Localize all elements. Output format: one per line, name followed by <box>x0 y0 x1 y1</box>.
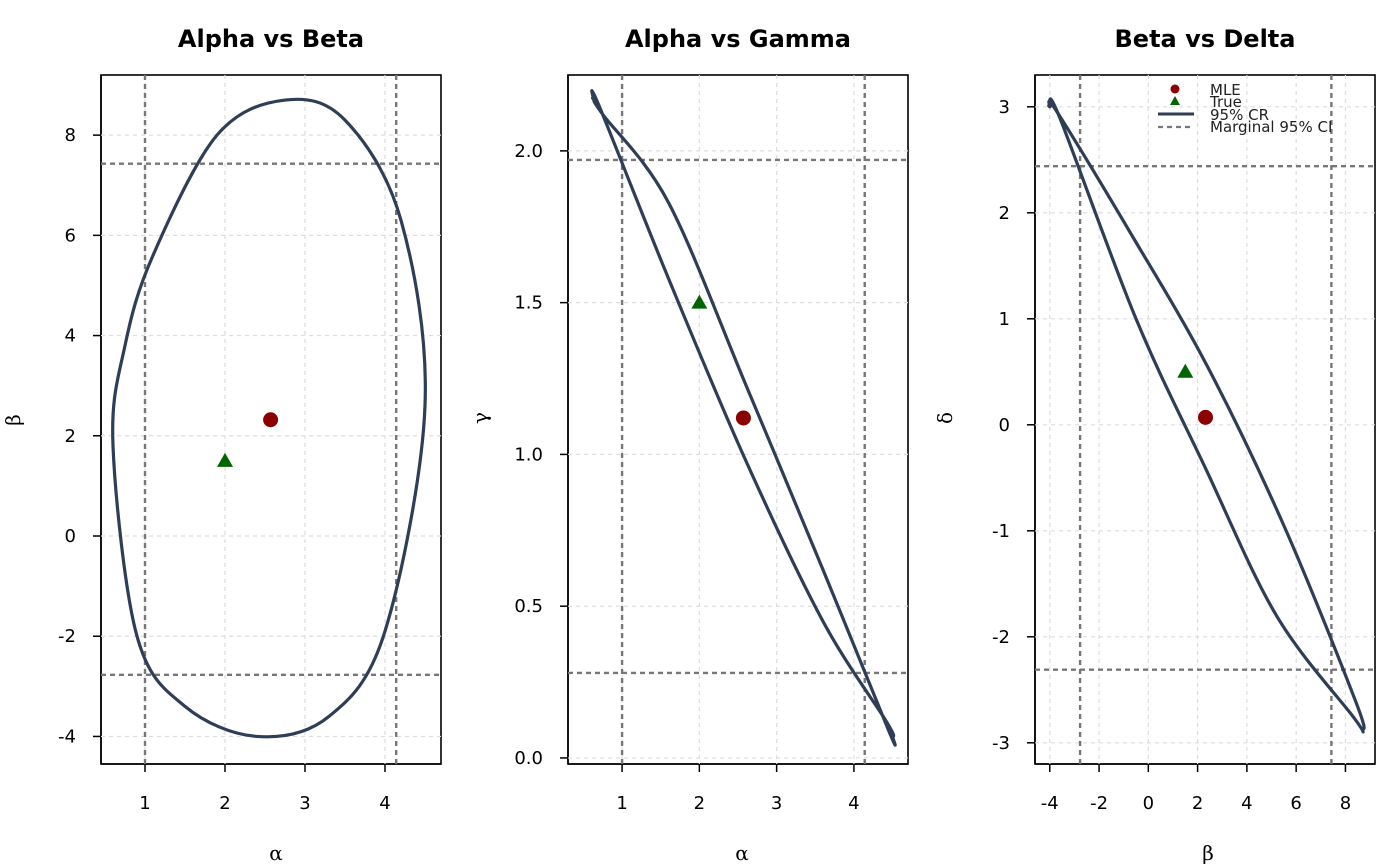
panel-beta-vs-delta: Beta vs Delta -4 -2 0 2 4 6 8 -3 -2 -1 0 1 2 3 β δ ML… <box>933 25 1376 865</box>
legend-true-marker <box>1170 96 1180 105</box>
y-tick-label: 0 <box>999 415 1010 436</box>
y-tick-label: 3 <box>999 97 1010 118</box>
legend-mle-label: MLE <box>1210 81 1241 99</box>
legend-true-label: True <box>1209 93 1242 111</box>
x-tick-label: 4 <box>379 793 390 814</box>
legend-mle-marker <box>1170 84 1180 94</box>
x-tick-label: 2 <box>694 793 705 814</box>
y-tick-label: -2 <box>58 626 76 647</box>
x-tick-label: 3 <box>299 793 310 814</box>
legend-cr-label: 95% CR <box>1210 106 1269 124</box>
x-tick-label: 6 <box>1290 793 1301 814</box>
true-point <box>1177 363 1194 378</box>
x-tick-label: -4 <box>1041 793 1059 814</box>
x-axis-label: α <box>269 841 283 865</box>
x-tick-label: 8 <box>1340 793 1351 814</box>
true-point <box>691 294 708 309</box>
x-axis-label: α <box>735 841 749 865</box>
y-axis-label: γ <box>468 412 492 424</box>
panel-title: Alpha vs Gamma <box>625 25 851 53</box>
confidence-region-ellipse <box>1047 97 1366 734</box>
axis-ticks: 1 2 3 4 -4 -2 0 2 4 6 8 <box>58 125 391 814</box>
x-tick-label: 1 <box>616 793 627 814</box>
mle-point <box>735 410 751 426</box>
y-axis-label: δ <box>933 412 957 424</box>
mle-point <box>1197 409 1213 425</box>
confidence-region-ellipse <box>111 97 427 739</box>
y-tick-label: 2 <box>999 203 1010 224</box>
axis-ticks: -4 -2 0 2 4 6 8 -3 -2 -1 0 1 2 3 <box>992 97 1351 814</box>
panel-title: Alpha vs Beta <box>178 25 364 53</box>
confidence-region-ellipse <box>590 88 897 747</box>
x-tick-label: 1 <box>139 793 150 814</box>
y-tick-label: 0.5 <box>514 596 543 617</box>
panel-alpha-vs-gamma: Alpha vs Gamma 1 2 3 4 0.0 0.5 1.0 1.5 2.0 α γ <box>468 25 909 865</box>
x-tick-label: 2 <box>1192 793 1203 814</box>
x-tick-label: 3 <box>771 793 782 814</box>
y-tick-label: 6 <box>65 225 76 246</box>
legend-ci-label: Marginal 95% CI <box>1210 118 1332 136</box>
panel-title: Beta vs Delta <box>1115 25 1296 53</box>
y-tick-label: 1.5 <box>514 293 543 314</box>
legend: MLE True 95% CR Marginal 95% CI <box>1158 81 1332 136</box>
x-tick-label: -2 <box>1090 793 1108 814</box>
y-tick-label: 4 <box>65 326 76 347</box>
panel-alpha-vs-beta: Alpha vs Beta 1 2 3 4 -4 -2 0 2 4 6 8 α β <box>1 25 442 865</box>
x-axis-label: β <box>1202 841 1214 865</box>
y-tick-label: -2 <box>992 627 1010 648</box>
y-tick-label: 1.0 <box>514 444 543 465</box>
x-tick-label: 4 <box>848 793 859 814</box>
y-tick-label: -3 <box>992 733 1010 754</box>
y-tick-label: -4 <box>58 726 76 747</box>
x-tick-label: 2 <box>219 793 230 814</box>
grid <box>1035 75 1375 764</box>
marginal-ci-lines <box>101 75 441 764</box>
mle-point <box>263 412 279 428</box>
y-axis-label: β <box>1 414 25 426</box>
x-tick-label: 4 <box>1241 793 1252 814</box>
y-tick-label: 2.0 <box>514 141 543 162</box>
axis-ticks: 1 2 3 4 0.0 0.5 1.0 1.5 2.0 <box>514 141 859 814</box>
y-tick-label: 0 <box>65 526 76 547</box>
y-tick-label: -1 <box>992 521 1010 542</box>
y-tick-label: 8 <box>65 125 76 146</box>
y-tick-label: 1 <box>999 309 1010 330</box>
y-tick-label: 2 <box>65 426 76 447</box>
y-tick-label: 0.0 <box>514 748 543 769</box>
true-point <box>217 452 233 467</box>
x-tick-label: 0 <box>1143 793 1154 814</box>
marginal-ci-lines <box>568 75 908 764</box>
